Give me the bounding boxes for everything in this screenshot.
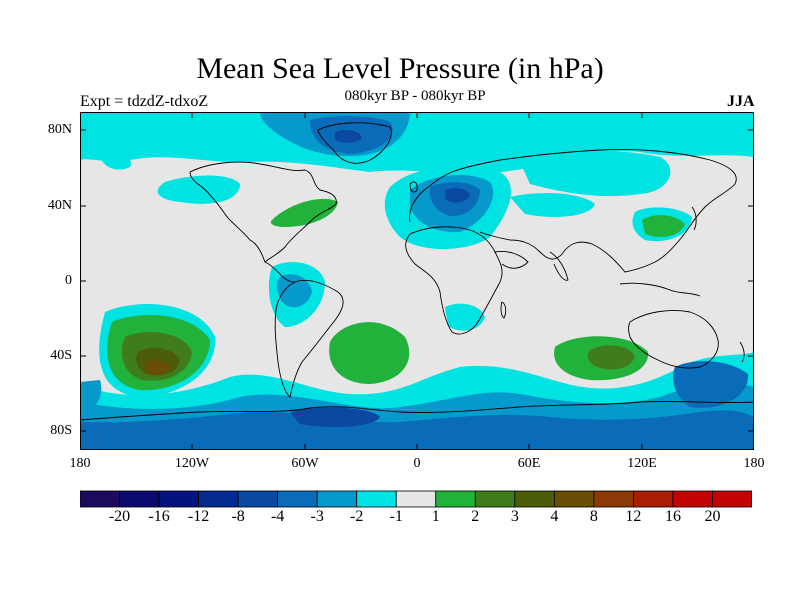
eurasia-coast (409, 149, 737, 273)
chart-title: Mean Sea Level Pressure (in hPa) (196, 52, 604, 85)
antarctica-coast (80, 400, 754, 421)
colorbar-tick-label: 3 (510, 508, 519, 525)
experiment-label: Expt = tdzdZ-tdxoZ (80, 93, 209, 110)
coastlines (80, 122, 754, 421)
colorbar-swatch (593, 490, 634, 508)
colorbar-swatch (356, 490, 397, 508)
lon-label-60e: 60E (517, 456, 541, 471)
lat-label-40s: 40S (50, 348, 72, 363)
colorbar-tick-label: -8 (231, 508, 245, 525)
new-zealand-coast (739, 341, 745, 363)
africa-coast (405, 226, 503, 335)
colorbar-swatch (514, 490, 555, 508)
colorbar-tick-label: -1 (389, 508, 403, 525)
arctic-cyan-field (80, 112, 754, 174)
north-america-coast (189, 161, 337, 263)
map-frame (80, 112, 754, 450)
colorbar-tick-label: -4 (270, 508, 285, 525)
lat-label-0: 0 (65, 273, 72, 288)
pressure-map (80, 112, 754, 450)
australia-coast (628, 310, 719, 369)
lat-label-80n: 80N (47, 122, 72, 137)
north-pacific-cyan-field (100, 155, 131, 170)
uk-coast (409, 181, 418, 193)
greenland-core (335, 130, 362, 143)
europe-core (445, 188, 470, 203)
colorbar-tick-label: -20 (108, 508, 131, 525)
colorbar-tick-label: 1 (431, 508, 440, 525)
middle-east-cyan-field (510, 192, 595, 217)
colorbar-tick-label: -16 (148, 508, 170, 525)
central-america-coast (264, 261, 296, 283)
season-label: JJA (727, 93, 755, 110)
colorbar-swatch (80, 490, 120, 508)
south-pacific-brown-core (145, 360, 170, 375)
indian-ocean-dark-green (587, 345, 635, 370)
south-africa-cyan-field (445, 303, 485, 331)
colorbar-swatch (474, 490, 516, 508)
japan-coast (691, 206, 697, 231)
colorbar-swatch (316, 490, 358, 508)
lat-label-40n: 40N (47, 198, 72, 213)
colorbar-tick-label: 20 (704, 508, 721, 525)
north-america-green-high (270, 198, 338, 227)
south-america-coast (274, 279, 344, 398)
colorbar-tick-label: -12 (187, 508, 210, 525)
colorbar-swatch (672, 490, 713, 508)
arabia-coast (494, 251, 529, 269)
lon-label-180-left: 180 (69, 456, 91, 471)
colorbar-swatch (158, 490, 199, 508)
south-atlantic-green-high (329, 322, 410, 384)
lat-label-80s: 80S (50, 423, 72, 438)
lon-label-0: 0 (413, 456, 421, 471)
colorbar-swatch (633, 490, 674, 508)
india-coast (549, 251, 569, 281)
colorbar-swatch (277, 490, 318, 508)
colorbar-swatch (237, 490, 279, 508)
colorbar-swatch (119, 490, 160, 508)
lon-label-120e: 120E (627, 456, 657, 471)
lon-label-60w: 60W (291, 456, 319, 471)
antarctic-core (290, 407, 380, 428)
lon-label-180-right: 180 (743, 456, 765, 471)
madagascar-coast (500, 301, 507, 319)
southeast-pacific-blue (673, 361, 749, 408)
chart-subtitle: 080kyr BP - 080kyr BP (344, 88, 486, 104)
indonesia-coast (619, 282, 701, 297)
colorbar-swatch (435, 490, 476, 508)
colorbar-tick-label: 4 (550, 508, 559, 525)
colorbar-swatch (395, 490, 437, 508)
south-america-blue-field (277, 274, 312, 308)
colorbar-tick-label: 12 (625, 508, 642, 525)
colorbar (80, 490, 752, 508)
north-atlantic-cyan-field (157, 175, 240, 204)
colorbar-tick-label: 16 (664, 508, 681, 525)
colorbar-tick-label: 2 (471, 508, 480, 525)
lon-label-120w: 120W (174, 456, 210, 471)
colorbar-swatch (712, 490, 752, 508)
east-asia-green-high (642, 215, 685, 237)
colorbar-swatch (553, 490, 595, 508)
siberia-cyan-field (520, 151, 671, 197)
colorbar-swatch (198, 490, 239, 508)
colorbar-tick-label: -2 (350, 508, 364, 525)
colorbar-tick-label: -3 (310, 508, 324, 525)
southern-ocean-blue-band (80, 410, 754, 450)
greenland-coast (317, 122, 392, 164)
south-indian-cyan (80, 380, 102, 414)
colorbar-tick-label: 8 (589, 508, 598, 525)
